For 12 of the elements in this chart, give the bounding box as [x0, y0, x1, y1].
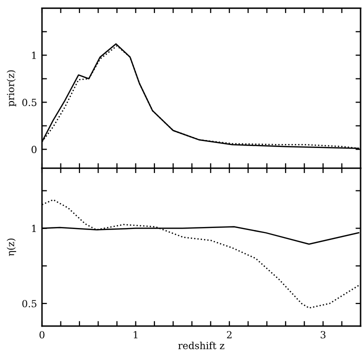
y-tick-label: 0.5: [22, 98, 36, 106]
y-tick-label: 1: [32, 224, 36, 232]
y-tick-label: 1: [32, 52, 36, 59]
y-axis-title: prior(z): [6, 70, 16, 106]
x-tick-label: 2: [226, 331, 232, 338]
y-axis-title: η(z): [6, 238, 16, 256]
x-tick-label: 0: [40, 331, 44, 338]
y-tick-label: 0.5: [22, 300, 36, 308]
x-tick-label: 3: [320, 331, 326, 338]
x-tick-label: 1: [134, 331, 138, 338]
x-axis-title: redshift z: [178, 342, 224, 350]
y-tick-label: 0: [32, 146, 36, 154]
